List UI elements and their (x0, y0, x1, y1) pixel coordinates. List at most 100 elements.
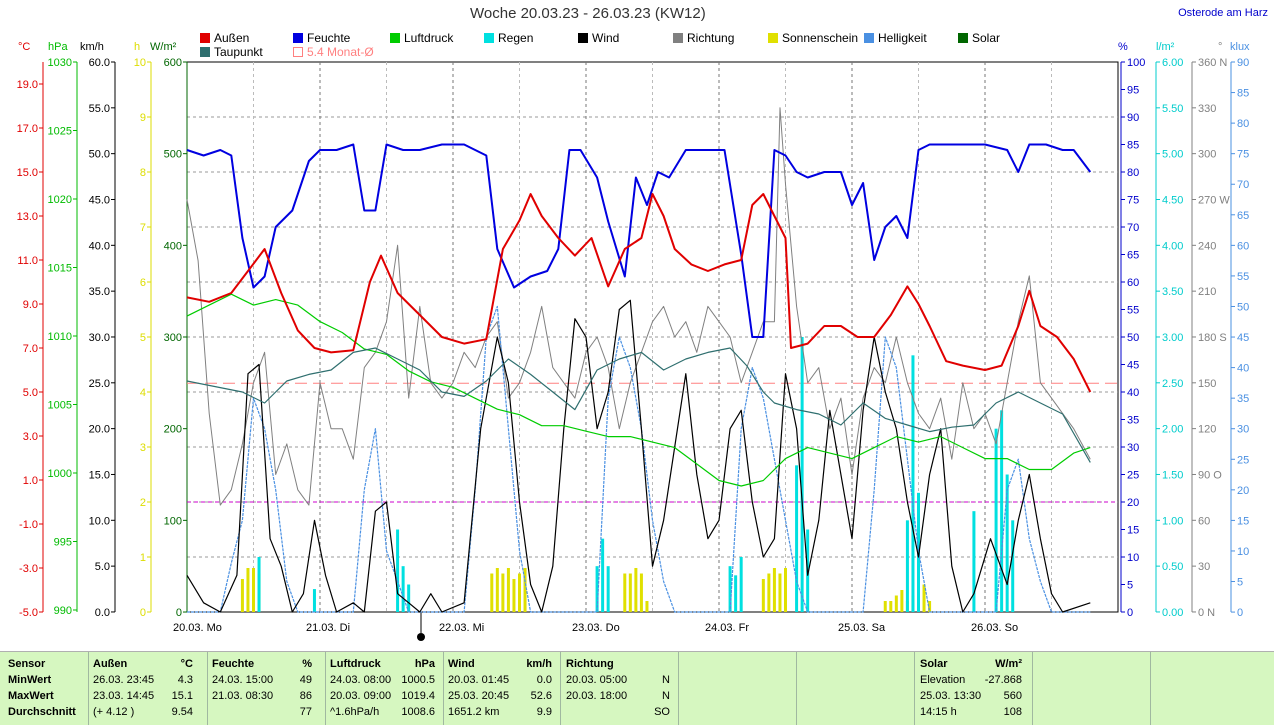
footer-row-value: -27.868 (984, 674, 1022, 686)
sunshine-bar (761, 579, 765, 612)
legend-item: Taupunkt (200, 45, 263, 59)
footer-header-label: Luftdruck (330, 658, 381, 670)
legend-item: Wind (578, 31, 619, 45)
footer-row-value: 49 (299, 674, 312, 686)
footer-header-label: Richtung (566, 658, 614, 670)
moon-phase-icon (417, 633, 425, 641)
sunshine-bar (883, 601, 887, 612)
sunshine-bar (889, 601, 893, 612)
axis-tick-label: 5 (1127, 580, 1133, 592)
footer-wind-column: Wind km/h 20.03. 01:45 0.0 25.03. 20:45 52.6 1… (448, 656, 552, 720)
footer-value-row: 23.03. 14:45 15.1 (93, 688, 193, 704)
day-label: 21.03. Di (306, 622, 350, 634)
legend-item: Richtung (673, 31, 734, 45)
legend-item: Helligkeit (864, 31, 927, 45)
axis-tick-label: 30.0 (89, 332, 110, 344)
footer-row-label: 14:15 h (920, 706, 957, 718)
axis-tick-label: 10 (1127, 552, 1139, 564)
footer-separator (325, 652, 326, 725)
axis-tick-label: 20 (1237, 485, 1249, 497)
day-label: 26.03. So (971, 622, 1018, 634)
footer-separator (1150, 652, 1151, 725)
axis-tick-label: 80 (1237, 118, 1249, 130)
sunshine-bar (523, 568, 527, 612)
legend-swatch (958, 33, 968, 43)
rain-bar (1011, 520, 1015, 612)
axis-tick-label: 5.0 (95, 561, 110, 573)
footer-value-row: 14:15 h 108 (920, 704, 1022, 720)
axis-tick-label: 30 (1127, 442, 1139, 454)
axis-unit-label: W/m² (150, 41, 177, 53)
footer-header-unit: °C (180, 658, 193, 670)
axis-tick-label: 90 O (1198, 469, 1222, 481)
axis-tick-label: 70 (1237, 179, 1249, 191)
axis-tick-label: 90 (1127, 112, 1139, 124)
footer-row-value: 52.6 (530, 690, 552, 702)
station-name: Osterode am Harz (1178, 7, 1268, 19)
sunshine-bar (772, 568, 776, 612)
footer-aussen-column: Außen °C 26.03. 23:45 4.3 23.03. 14:45 15.1 (+… (93, 656, 193, 720)
pressure-line (186, 293, 1091, 487)
axis-tick-label: 60.0 (89, 57, 110, 69)
rain-bar (396, 529, 400, 612)
legend-item: Solar (958, 31, 1000, 45)
axis-tick-label: 45.0 (89, 194, 110, 206)
axis-tick-label: 9.0 (23, 299, 38, 311)
footer-row-value: 108 (1003, 706, 1022, 718)
sunshine-bar (634, 568, 638, 612)
rain-bar (606, 566, 610, 612)
axis-tick-label: 0.50 (1162, 561, 1183, 573)
axis-tick-label: 995 (54, 537, 72, 549)
legend-swatch (200, 33, 210, 43)
footer-row-label: ^1.6hPa/h (330, 706, 380, 718)
axis-tick-label: 240 (1198, 240, 1216, 252)
axis-tick-label: 300 (1198, 149, 1216, 161)
footer-separator (88, 652, 89, 725)
footer-column-header: Außen °C (93, 656, 193, 672)
axis-tick-label: 100 (164, 515, 182, 527)
axis-unit-label: ° (1218, 41, 1222, 53)
legend-swatch (200, 47, 210, 57)
axis-tick-label: 50 (1237, 301, 1249, 313)
rain-bar (601, 538, 605, 612)
axis-tick-label: 10 (1237, 546, 1249, 558)
axis-tick-label: 55 (1127, 305, 1139, 317)
axis-tick-label: 180 S (1198, 332, 1227, 344)
outdoor-temperature-line (186, 193, 1092, 393)
axis-tick-label: 25 (1127, 470, 1139, 482)
axis-tick-label: 25 (1237, 454, 1249, 466)
axis-tick-label: 3.50 (1162, 286, 1183, 298)
axis-tick-label: 60 (1198, 515, 1210, 527)
footer-header-unit: km/h (526, 658, 552, 670)
legend-item: Sonnenschein (768, 31, 858, 45)
rain-bar (1005, 474, 1009, 612)
legend-label: Richtung (687, 31, 735, 45)
legend-swatch (864, 33, 874, 43)
axis-tick-label: 500 (164, 149, 182, 161)
axis-tick-label: 9 (140, 112, 146, 124)
axis-tick-label: 13.0 (17, 211, 38, 223)
axis-tick-label: 210 (1198, 286, 1216, 298)
axis-tick-label: 35 (1237, 393, 1249, 405)
footer-column-header: Richtung (566, 656, 670, 672)
footer-row-value: 4.3 (177, 674, 193, 686)
axis-tick-label: 8 (140, 167, 146, 179)
brightness-line (187, 305, 1091, 613)
legend-swatch (673, 33, 683, 43)
footer-column-header: Wind km/h (448, 656, 552, 672)
sunshine-bar (240, 579, 244, 612)
axis-tick-label: 20.0 (89, 424, 110, 436)
axis-tick-label: 10.0 (89, 515, 110, 527)
axis-tick-label: -5.0 (19, 607, 38, 619)
axis-tick-label: 990 (54, 605, 72, 617)
axis-tick-label: 85 (1237, 88, 1249, 100)
rain-bar (739, 556, 743, 612)
sunshine-bar (645, 601, 649, 612)
footer-row-label: 26.03. 23:45 (93, 674, 155, 686)
rain-bar (972, 511, 976, 612)
axis-tick-label: 1.0 (23, 475, 38, 487)
day-label: 23.03. Do (572, 622, 620, 634)
rain-bar (911, 355, 915, 612)
axis-tick-label: 120 (1198, 424, 1216, 436)
footer-value-row: 24.03. 15:00 49 (212, 672, 312, 688)
